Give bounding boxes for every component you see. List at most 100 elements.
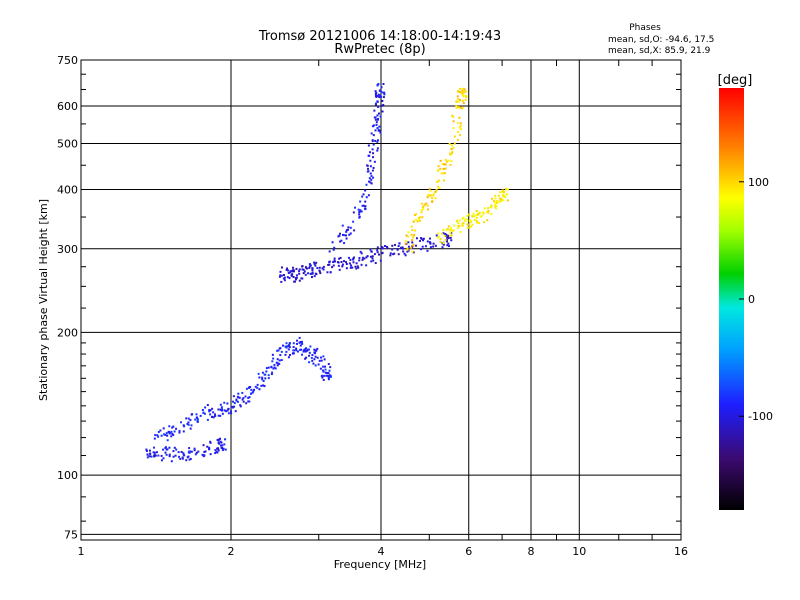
data-point (456, 130, 459, 133)
data-point (319, 272, 322, 275)
data-point (363, 257, 366, 260)
x-axis-label: Frequency [MHz] (334, 558, 426, 571)
data-point (308, 263, 311, 266)
data-point (376, 147, 379, 150)
data-point (173, 446, 176, 449)
data-point (274, 367, 277, 370)
data-point (328, 260, 331, 263)
data-point (374, 102, 377, 105)
data-point (458, 116, 461, 119)
data-point (313, 275, 316, 278)
data-point (167, 430, 170, 433)
data-point (314, 264, 317, 267)
data-point (401, 246, 404, 249)
data-point (370, 175, 373, 178)
data-point (293, 280, 296, 283)
data-point (303, 270, 306, 273)
data-point (223, 409, 226, 412)
data-point (327, 378, 330, 381)
data-point (217, 447, 220, 450)
data-point (370, 260, 373, 263)
data-point (494, 203, 497, 206)
data-point (170, 430, 173, 433)
data-point (271, 371, 274, 374)
data-point (415, 237, 418, 240)
data-point (185, 459, 188, 462)
data-point (439, 159, 442, 162)
data-point (224, 448, 227, 451)
data-point (426, 240, 429, 243)
data-point (280, 280, 283, 283)
data-point (267, 377, 270, 380)
data-point (378, 94, 381, 97)
data-point (261, 378, 264, 381)
data-point (230, 412, 233, 415)
data-point (439, 240, 442, 243)
data-point (189, 457, 192, 460)
data-point (185, 417, 188, 420)
data-point (358, 213, 361, 216)
data-point (323, 374, 326, 377)
data-point (377, 93, 380, 96)
data-point (247, 400, 250, 403)
data-point (450, 144, 453, 147)
data-point (171, 432, 174, 435)
data-point (265, 367, 268, 370)
data-point (486, 211, 489, 214)
data-point (312, 362, 315, 365)
data-point (369, 248, 372, 251)
data-point (175, 427, 178, 430)
data-point (396, 248, 399, 251)
data-point (480, 214, 483, 217)
data-point (155, 451, 158, 454)
data-point (179, 421, 182, 424)
data-point (196, 417, 199, 420)
data-point (333, 257, 336, 260)
data-point (376, 94, 379, 97)
data-point (256, 383, 259, 386)
y-tick-label: 100 (57, 469, 78, 482)
data-point (213, 413, 216, 416)
data-point (367, 194, 370, 197)
data-point (424, 245, 427, 248)
data-point (171, 426, 174, 429)
data-point (505, 187, 508, 190)
data-point (426, 196, 429, 199)
data-point (464, 98, 467, 101)
data-point (420, 202, 423, 205)
y-tick-label: 400 (57, 184, 78, 197)
data-point (260, 384, 263, 387)
data-point (438, 186, 441, 189)
data-point (407, 235, 410, 238)
y-tick-label: 750 (57, 54, 78, 67)
data-point (326, 271, 329, 274)
data-point (219, 437, 222, 440)
data-point (344, 234, 347, 237)
data-point (295, 267, 298, 270)
data-point (352, 261, 355, 264)
data-point (458, 100, 461, 103)
data-point (316, 267, 319, 270)
data-point (239, 404, 242, 407)
data-point (370, 178, 373, 181)
data-point (459, 124, 462, 127)
data-point (377, 82, 380, 85)
data-point (302, 268, 305, 271)
data-point (411, 241, 414, 244)
data-point (405, 240, 408, 243)
data-point (494, 201, 497, 204)
data-point (300, 277, 303, 280)
data-point (286, 276, 289, 279)
data-point (462, 90, 465, 93)
data-point (322, 355, 325, 358)
data-point (494, 197, 497, 200)
data-point (407, 241, 410, 244)
data-point (262, 384, 265, 387)
data-point (298, 279, 301, 282)
data-point (160, 459, 163, 462)
data-point (466, 226, 469, 229)
data-point (437, 169, 440, 172)
data-point (327, 363, 330, 366)
data-point (180, 450, 183, 453)
y-tick-label: 300 (57, 243, 78, 256)
